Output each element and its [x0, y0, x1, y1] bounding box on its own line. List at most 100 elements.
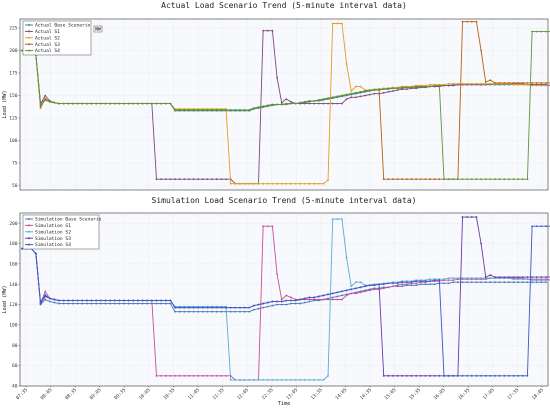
data-point: [295, 379, 297, 381]
data-point: [244, 307, 246, 309]
data-point: [114, 303, 116, 305]
data-point: [485, 178, 487, 180]
data-point: [77, 303, 79, 305]
data-point: [156, 178, 158, 180]
data-point: [508, 178, 510, 180]
data-point: [513, 281, 515, 283]
data-point: [420, 86, 422, 88]
data-point: [411, 375, 413, 377]
data-point: [480, 50, 482, 52]
data-point: [494, 178, 496, 180]
data-point: [281, 379, 283, 381]
data-point: [443, 278, 445, 280]
data-point: [540, 225, 542, 227]
data-point: [452, 178, 454, 180]
data-point: [425, 375, 427, 377]
data-point: [536, 276, 538, 278]
data-point: [480, 243, 482, 245]
data-point: [471, 21, 473, 23]
data-point: [531, 279, 533, 281]
data-point: [67, 103, 69, 105]
data-point: [202, 307, 204, 309]
x-tick-label: 14:35: [359, 387, 373, 401]
data-point: [429, 278, 431, 280]
data-point: [443, 84, 445, 86]
data-point: [466, 83, 468, 85]
data-point: [480, 281, 482, 283]
data-point: [114, 103, 116, 105]
data-point: [415, 86, 417, 88]
data-point: [476, 178, 478, 180]
data-point: [508, 276, 510, 278]
data-point: [299, 379, 301, 381]
data-point: [466, 21, 468, 23]
data-point: [346, 295, 348, 297]
data-point: [378, 88, 380, 90]
data-point: [429, 375, 431, 377]
data-point: [448, 85, 450, 87]
data-point: [234, 307, 236, 309]
data-point: [207, 375, 209, 377]
data-point: [471, 281, 473, 283]
data-point: [489, 277, 491, 279]
data-point: [462, 178, 464, 180]
data-point: [313, 299, 315, 301]
data-point: [318, 299, 320, 301]
data-point: [420, 375, 422, 377]
data-point: [522, 278, 524, 280]
data-point: [253, 107, 255, 109]
data-point: [109, 103, 111, 105]
data-point: [531, 85, 533, 87]
y-axis-label: Load (MW): [2, 285, 8, 313]
data-point: [499, 375, 501, 377]
data-point: [489, 274, 491, 276]
data-point: [522, 84, 524, 86]
data-point: [341, 95, 343, 97]
data-point: [350, 96, 352, 98]
data-point: [276, 304, 278, 306]
data-point: [494, 375, 496, 377]
data-point: [327, 375, 329, 377]
data-point: [508, 82, 510, 84]
data-point: [86, 103, 88, 105]
data-point: [531, 82, 533, 84]
data-point: [174, 311, 176, 313]
data-point: [411, 281, 413, 283]
x-tick-label: 08:35: [64, 387, 78, 401]
data-point: [40, 303, 42, 305]
data-point: [415, 280, 417, 282]
data-point: [341, 290, 343, 292]
data-point: [67, 300, 69, 302]
data-point: [188, 375, 190, 377]
actual-load-chart: Actual Load Scenario Trend (5-minute int…: [2, 1, 550, 190]
data-point: [462, 21, 464, 23]
data-point: [211, 109, 213, 111]
data-point: [336, 23, 338, 25]
data-point: [91, 303, 93, 305]
data-point: [341, 295, 343, 297]
data-point: [374, 93, 376, 95]
data-point: [406, 178, 408, 180]
data-point: [309, 183, 311, 185]
data-point: [452, 375, 454, 377]
data-point: [276, 104, 278, 106]
y-tick-label: 125: [9, 116, 18, 122]
data-point: [248, 307, 250, 309]
data-point: [142, 103, 144, 105]
data-point: [137, 300, 139, 302]
data-point: [494, 276, 496, 278]
data-point: [183, 109, 185, 111]
data-point: [448, 277, 450, 279]
data-point: [341, 299, 343, 301]
data-point: [540, 276, 542, 278]
data-point: [536, 281, 538, 283]
data-point: [137, 303, 139, 305]
data-point: [262, 307, 264, 309]
legend-label: Actual Base Scenario: [35, 23, 91, 29]
data-point: [401, 88, 403, 90]
data-point: [383, 287, 385, 289]
data-point: [95, 303, 97, 305]
data-point: [188, 311, 190, 313]
data-point: [202, 178, 204, 180]
data-point: [434, 375, 436, 377]
